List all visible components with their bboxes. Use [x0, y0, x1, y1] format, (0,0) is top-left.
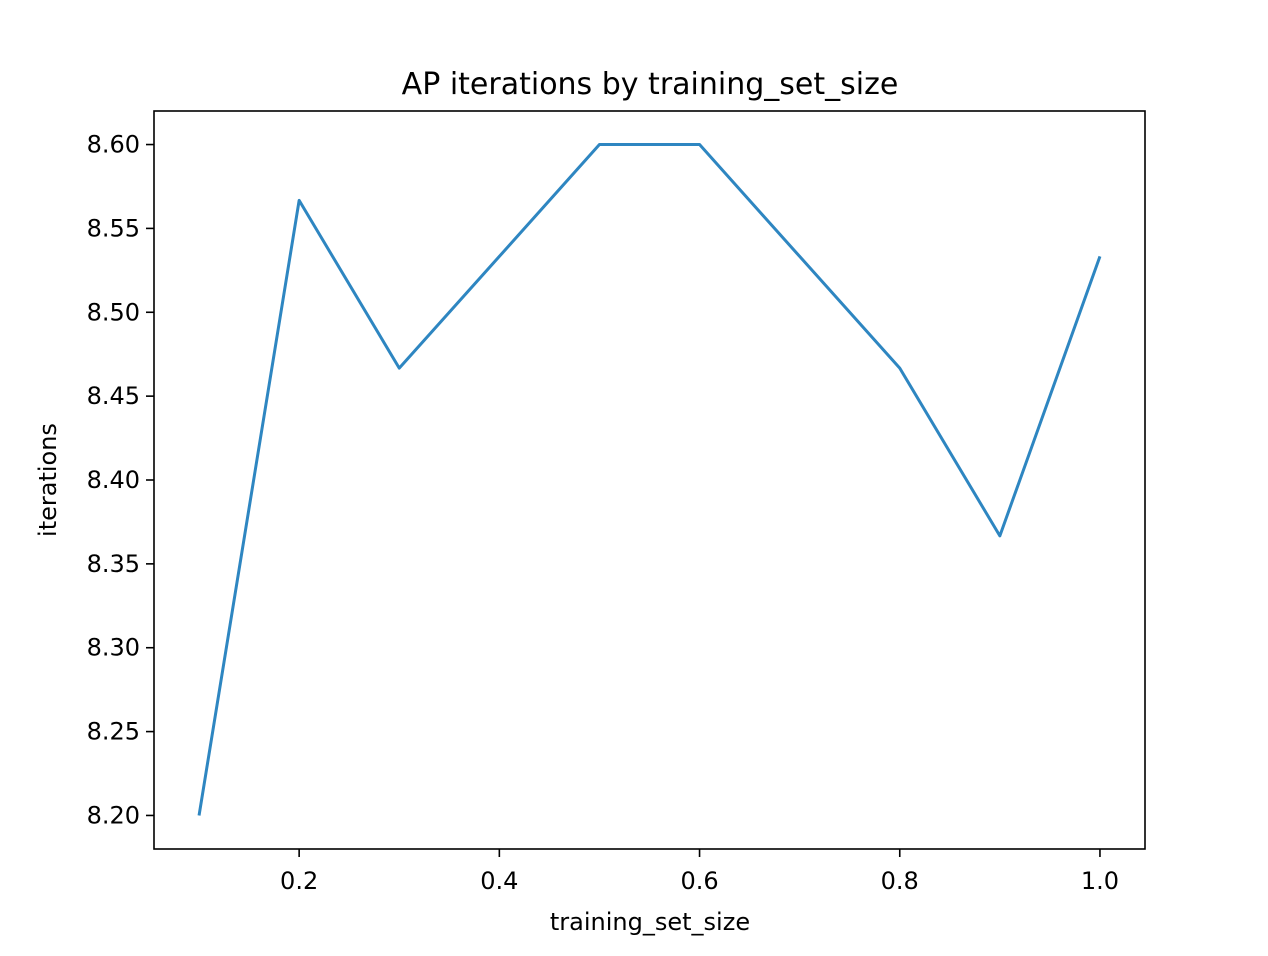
x-tick-label: 0.4: [480, 867, 518, 895]
x-tick-label: 0.8: [881, 867, 919, 895]
y-tick-label: 8.35: [87, 550, 140, 578]
plot-area-frame: [153, 110, 1146, 850]
data-point: [398, 367, 401, 370]
series-line-0: [197, 143, 1102, 816]
y-tick-label: 8.20: [87, 801, 140, 829]
data-point: [298, 199, 301, 202]
y-tick-label: 8.40: [87, 466, 140, 494]
data-point: [198, 814, 201, 817]
y-tick-label: 8.55: [87, 214, 140, 242]
data-point: [1098, 255, 1101, 258]
x-axis-label: training_set_size: [550, 908, 750, 936]
data-point: [898, 367, 901, 370]
y-tick-label: 8.25: [87, 718, 140, 746]
data-point: [998, 534, 1001, 537]
series-group: [197, 143, 1102, 817]
y-axis-label: iterations: [34, 423, 62, 537]
x-tick-label: 0.6: [680, 867, 718, 895]
data-point: [698, 143, 701, 146]
y-tick-label: 8.50: [87, 298, 140, 326]
x-tick-label: 1.0: [1081, 867, 1119, 895]
data-point: [498, 255, 501, 258]
y-tick-label: 8.60: [87, 131, 140, 159]
chart-title: AP iterations by training_set_size: [402, 67, 899, 102]
data-point: [598, 143, 601, 146]
y-tick-label: 8.45: [87, 382, 140, 410]
data-point: [798, 255, 801, 258]
x-tick-label: 0.2: [280, 867, 318, 895]
y-tick-label: 8.30: [87, 634, 140, 662]
y-axis-ticks: 8.20 8.25 8.30 8.35 8.40 8.45 8.50 8.55 8.60: [87, 131, 154, 829]
x-axis-ticks: 0.2 0.4 0.6 0.8 1.0: [280, 849, 1119, 895]
